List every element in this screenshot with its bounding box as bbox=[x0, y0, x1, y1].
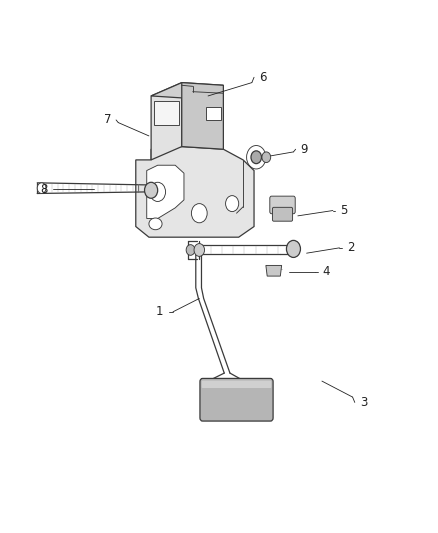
Circle shape bbox=[186, 245, 195, 255]
Circle shape bbox=[194, 244, 205, 256]
Circle shape bbox=[251, 151, 261, 164]
FancyBboxPatch shape bbox=[200, 378, 273, 421]
Circle shape bbox=[191, 204, 207, 223]
Polygon shape bbox=[151, 83, 223, 99]
Text: 9: 9 bbox=[300, 143, 308, 156]
FancyBboxPatch shape bbox=[272, 207, 293, 221]
Polygon shape bbox=[147, 165, 184, 219]
Circle shape bbox=[145, 182, 158, 198]
Text: 1: 1 bbox=[156, 305, 164, 318]
Polygon shape bbox=[136, 147, 254, 237]
Text: 7: 7 bbox=[103, 114, 111, 126]
Circle shape bbox=[37, 183, 46, 193]
FancyBboxPatch shape bbox=[270, 196, 295, 214]
Text: 3: 3 bbox=[360, 396, 367, 409]
Text: 8: 8 bbox=[40, 183, 47, 196]
Text: 5: 5 bbox=[340, 204, 347, 217]
Text: 6: 6 bbox=[259, 71, 267, 84]
Circle shape bbox=[150, 182, 166, 201]
Polygon shape bbox=[266, 265, 282, 276]
Text: 4: 4 bbox=[322, 265, 330, 278]
FancyBboxPatch shape bbox=[201, 381, 271, 388]
Circle shape bbox=[262, 152, 271, 163]
Circle shape bbox=[226, 196, 239, 212]
Text: 2: 2 bbox=[346, 241, 354, 254]
Circle shape bbox=[286, 240, 300, 257]
Polygon shape bbox=[182, 83, 223, 149]
Polygon shape bbox=[154, 101, 179, 125]
Polygon shape bbox=[206, 107, 221, 120]
Polygon shape bbox=[151, 83, 182, 160]
Ellipse shape bbox=[149, 218, 162, 230]
